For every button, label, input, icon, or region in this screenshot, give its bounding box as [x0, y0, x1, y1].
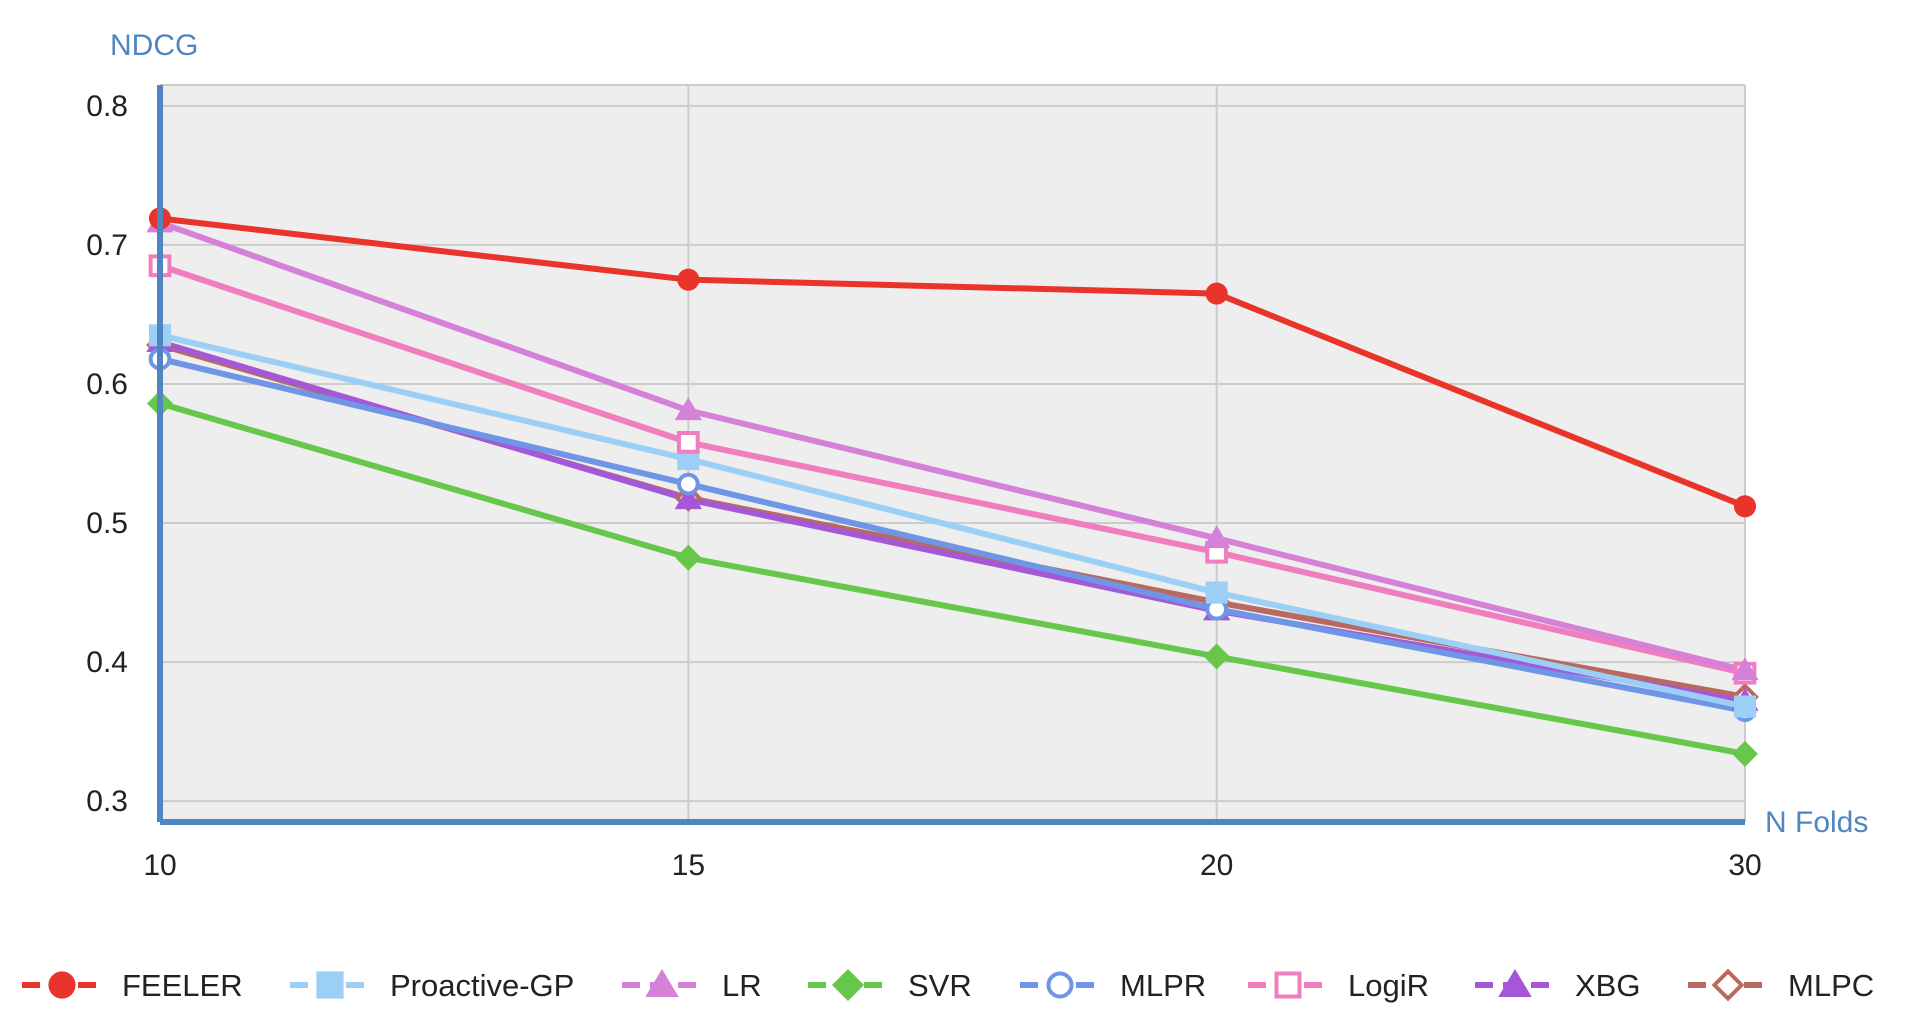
legend-label: SVR [908, 968, 972, 1003]
legend-marker [1498, 969, 1532, 997]
data-point-lr [674, 397, 702, 421]
legend-label: Proactive-GP [390, 968, 574, 1003]
series-line-lr [158, 219, 1746, 674]
legend-label: LR [722, 968, 762, 1003]
data-point-logir [676, 431, 700, 454]
data-point-svr [1203, 643, 1230, 670]
series-line-mlpr [159, 356, 1746, 714]
y-tick-label: 0.8 [86, 90, 128, 123]
y-axis-ticks: 0.3 0.4 0.5 0.6 0.7 0.8 [86, 90, 128, 818]
series-markers [146, 207, 1759, 767]
legend-item-mlpr: MLPR [1020, 968, 1206, 1003]
legend-marker [48, 971, 76, 999]
data-point-feeler [1733, 495, 1757, 518]
legend-item-svr: SVR [808, 968, 972, 1003]
legend-label: MLPC [1788, 968, 1874, 1003]
x-tick-label: 20 [1200, 849, 1233, 882]
legend-marker [1046, 971, 1074, 999]
legend-marker [832, 969, 864, 1001]
data-point-xbg [674, 486, 702, 510]
legend-marker [1711, 968, 1745, 1002]
x-axis-title: N Folds [1765, 806, 1868, 839]
legend-item-lr: LR [622, 968, 762, 1003]
legend-label: MLPR [1120, 968, 1206, 1003]
legend-label: FEELER [122, 968, 243, 1003]
x-tick-label: 15 [672, 849, 705, 882]
series-line-proactive-gp [159, 332, 1746, 710]
legend-marker [645, 969, 679, 997]
data-point-mlpr [676, 472, 700, 496]
y-tick-label: 0.6 [86, 368, 128, 401]
legend-item-mlpc: MLPC [1688, 968, 1874, 1003]
legend-item-xbg: XBG [1475, 968, 1640, 1003]
legend-item-logir: LogiR [1248, 968, 1429, 1003]
y-axis-title: NDCG [110, 29, 198, 62]
series-lines [158, 215, 1747, 757]
data-point-svr [1732, 740, 1758, 767]
y-tick-label: 0.4 [86, 646, 128, 679]
plot-background [160, 85, 1745, 822]
x-tick-label: 30 [1728, 849, 1761, 882]
legend-marker [316, 971, 344, 999]
legend-label: XBG [1575, 968, 1640, 1003]
data-point-svr [675, 544, 702, 571]
data-point-proactive-gp [1733, 695, 1757, 718]
legend-item-feeler: FEELER [22, 968, 243, 1003]
y-tick-label: 0.5 [86, 507, 128, 540]
y-tick-label: 0.3 [86, 785, 128, 818]
data-point-proactive-gp [1205, 581, 1228, 604]
series-line-svr [159, 400, 1746, 757]
legend-item-proactive-gp: Proactive-GP [290, 968, 574, 1003]
data-point-lr [1731, 657, 1759, 681]
data-point-feeler [1205, 282, 1228, 305]
data-point-feeler [677, 268, 700, 291]
legend-marker [1274, 971, 1302, 999]
y-tick-label: 0.7 [86, 229, 128, 262]
legend-label: LogiR [1348, 968, 1429, 1003]
series-line-logir [159, 262, 1746, 677]
x-tick-label: 10 [143, 849, 176, 882]
x-axis-ticks: 10 15 20 30 [143, 849, 1761, 882]
data-point-lr [1203, 525, 1231, 549]
series-line-feeler [159, 215, 1747, 510]
legend: FEELER Proactive-GP LR SVR MLPR LogiR XBG MLPC [22, 968, 1874, 1003]
